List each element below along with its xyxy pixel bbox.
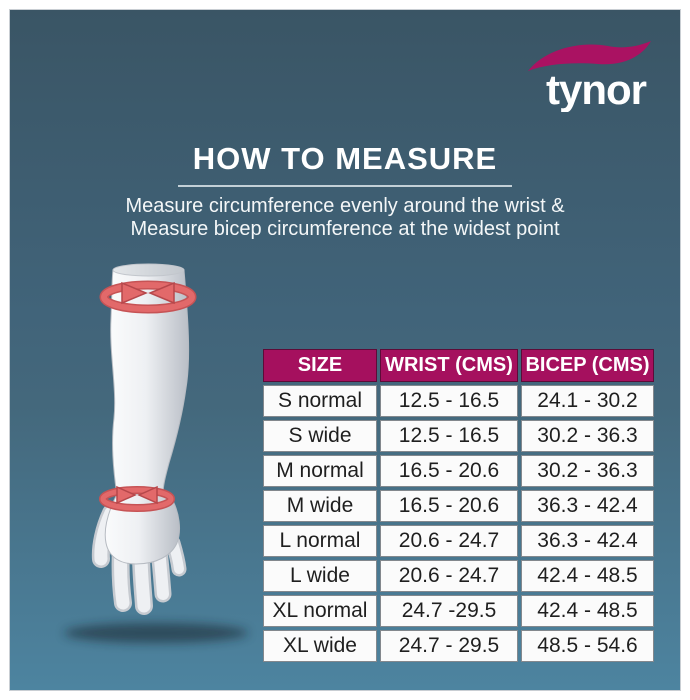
instruction-line-2: Measure bicep circumference at the wides… xyxy=(130,218,560,240)
wrist-cell: 16.5 - 20.6 xyxy=(380,490,518,522)
table-row: L wide 20.6 - 24.7 42.4 - 48.5 xyxy=(263,560,654,592)
wrist-cell: 24.7 - 29.5 xyxy=(380,630,518,662)
table-row: M wide 16.5 - 20.6 36.3 - 42.4 xyxy=(263,490,654,522)
size-cell: L normal xyxy=(263,525,377,557)
title-underline xyxy=(178,185,512,187)
wrist-cell: 12.5 - 16.5 xyxy=(380,385,518,417)
arm-top-cap xyxy=(112,263,185,277)
bicep-measure-arrows-icon xyxy=(99,280,197,314)
bicep-cell: 24.1 - 30.2 xyxy=(521,385,654,417)
header-row: SIZE WRIST (CMS) BICEP (CMS) xyxy=(263,349,654,382)
bicep-cell: 42.4 - 48.5 xyxy=(521,560,654,592)
size-cell: M wide xyxy=(263,490,377,522)
table-row: S normal 12.5 - 16.5 24.1 - 30.2 xyxy=(263,385,654,417)
size-table-header: SIZE WRIST (CMS) BICEP (CMS) xyxy=(263,349,654,382)
table-row: M normal 16.5 - 20.6 30.2 - 36.3 xyxy=(263,455,654,487)
bicep-cell: 30.2 - 36.3 xyxy=(521,455,654,487)
size-cell: XL normal xyxy=(263,595,377,627)
size-cell: S normal xyxy=(263,385,377,417)
logo-text: tynor xyxy=(546,66,647,112)
arm-illustration xyxy=(64,263,248,643)
wrist-cell: 20.6 - 24.7 xyxy=(380,525,518,557)
size-table: SIZE WRIST (CMS) BICEP (CMS) S normal 12.5 … xyxy=(260,346,657,665)
size-column-header: SIZE xyxy=(263,349,377,382)
bicep-cell: 30.2 - 36.3 xyxy=(521,420,654,452)
page-title: HOW TO MEASURE xyxy=(192,141,498,176)
logo-swoosh-icon xyxy=(528,41,651,71)
bicep-cell: 42.4 - 48.5 xyxy=(521,595,654,627)
wrist-cell: 12.5 - 16.5 xyxy=(380,420,518,452)
bicep-cell: 36.3 - 42.4 xyxy=(521,525,654,557)
size-cell: XL wide xyxy=(263,630,377,662)
size-cell: M normal xyxy=(263,455,377,487)
size-cell: S wide xyxy=(263,420,377,452)
infographic-background: tynor HOW TO MEASURE Measure circumferen… xyxy=(9,9,681,691)
wrist-cell: 16.5 - 20.6 xyxy=(380,455,518,487)
size-cell: L wide xyxy=(263,560,377,592)
table-row: XL wide 24.7 - 29.5 48.5 - 54.6 xyxy=(263,630,654,662)
table-row: L normal 20.6 - 24.7 36.3 - 42.4 xyxy=(263,525,654,557)
wrist-measure-arrows-icon xyxy=(99,485,175,512)
table-row: XL normal 24.7 -29.5 42.4 - 48.5 xyxy=(263,595,654,627)
bicep-column-header: BICEP (CMS) xyxy=(521,349,654,382)
measure-instructions: Measure circumference evenly around the … xyxy=(10,195,680,241)
size-table-body: S normal 12.5 - 16.5 24.1 - 30.2 S wide 12.5… xyxy=(263,385,654,662)
wrist-cell: 24.7 -29.5 xyxy=(380,595,518,627)
table-row: S wide 12.5 - 16.5 30.2 - 36.3 xyxy=(263,420,654,452)
arm-shadow xyxy=(64,623,248,643)
tynor-logo: tynor xyxy=(528,41,651,112)
bicep-cell: 36.3 - 42.4 xyxy=(521,490,654,522)
instruction-line-1: Measure circumference evenly around the … xyxy=(125,195,565,217)
bicep-cell: 48.5 - 54.6 xyxy=(521,630,654,662)
wrist-column-header: WRIST (CMS) xyxy=(380,349,518,382)
wrist-cell: 20.6 - 24.7 xyxy=(380,560,518,592)
